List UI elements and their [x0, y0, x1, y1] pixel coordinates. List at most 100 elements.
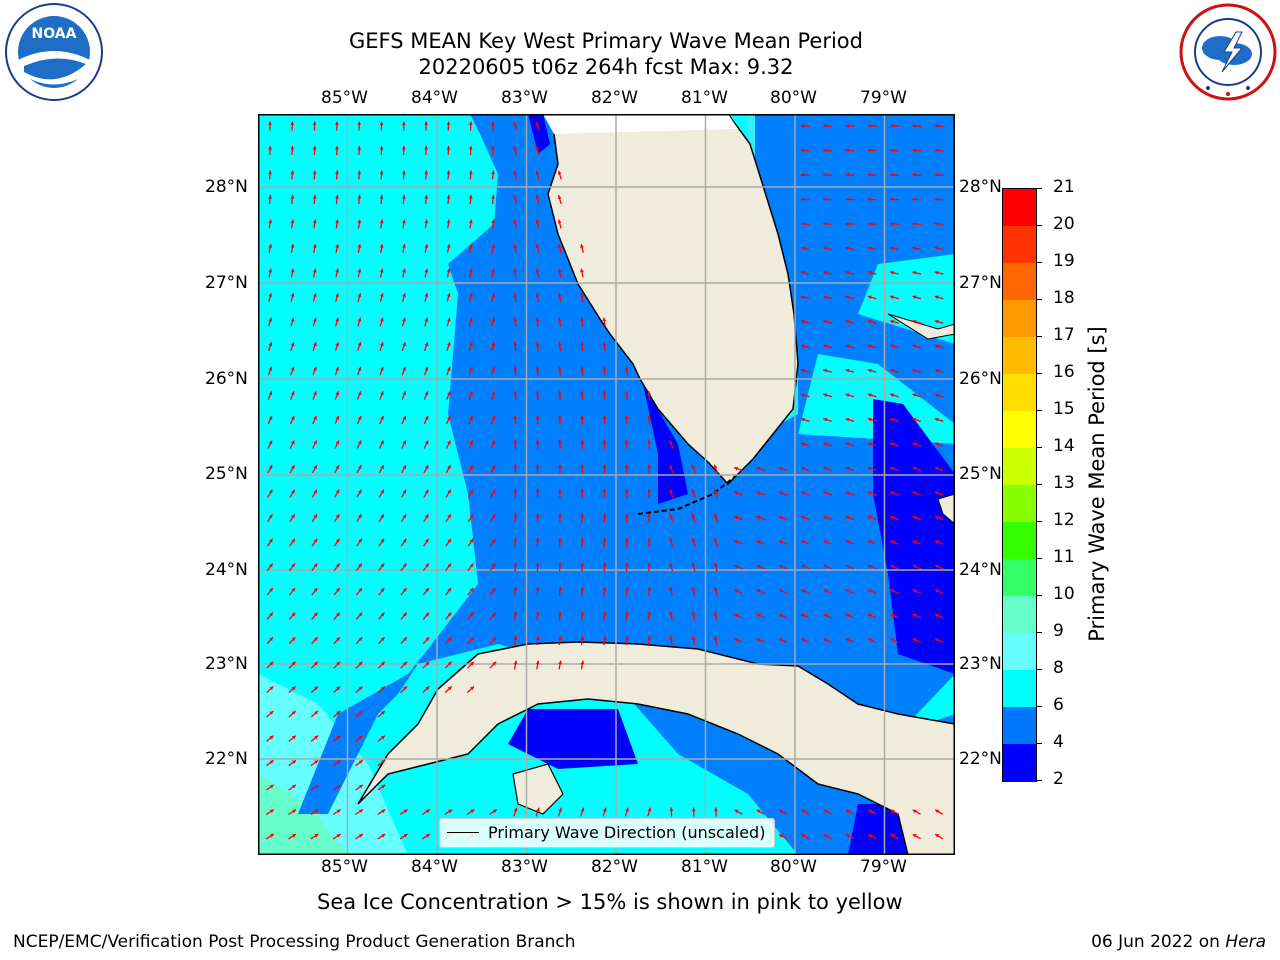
wave-arrow-head	[823, 589, 828, 593]
wave-arrow-head	[713, 587, 718, 591]
wave-arrow-head	[823, 638, 828, 642]
wave-arrow-head	[491, 268, 496, 273]
wave-arrow-head	[602, 538, 607, 542]
wave-arrow-head	[801, 613, 806, 618]
colorbar-swatch	[1003, 300, 1036, 338]
wave-arrow-head	[845, 417, 850, 422]
wave-arrow-head	[845, 319, 850, 324]
wave-arrow-head	[647, 562, 652, 567]
wave-arrow-head	[602, 391, 607, 395]
colorbar-tick-mark	[1036, 447, 1042, 448]
wave-arrow-head	[912, 197, 916, 202]
wave-arrow-head	[379, 170, 384, 175]
colorbar-swatch	[1003, 337, 1036, 375]
wave-arrow-head	[380, 391, 384, 396]
colorbar-tick-label: 17	[1053, 325, 1075, 345]
wave-arrow-head	[535, 317, 540, 322]
wave-arrow-head	[845, 173, 849, 177]
wave-arrow-head	[823, 809, 828, 814]
wave-arrow-head	[492, 809, 497, 814]
wave-arrow-head	[424, 465, 429, 470]
wave-arrow-head	[357, 293, 362, 297]
lat-label-left: 22°N	[205, 749, 248, 769]
wave-arrow-head	[292, 784, 296, 789]
wave-arrow-head	[312, 121, 317, 125]
wave-arrow-head	[379, 195, 384, 199]
wave-arrow-head	[889, 222, 894, 226]
lat-label-right: 22°N	[959, 749, 1002, 769]
wave-arrow-head	[379, 244, 384, 248]
wave-arrow-head	[823, 491, 828, 495]
wave-arrow-head	[934, 148, 939, 153]
wave-arrow-head	[845, 809, 850, 814]
wave-arrow-head	[446, 195, 451, 199]
lon-label-top: 84°W	[411, 88, 458, 108]
wave-arrow-head	[602, 513, 607, 518]
wave-arrow-head	[492, 563, 496, 568]
isla-de-la-juventud	[512, 763, 564, 815]
wave-arrow-head	[800, 442, 805, 446]
wave-arrow-head	[425, 489, 429, 494]
wave-arrow-head	[269, 538, 273, 543]
wave-arrow-head	[691, 611, 696, 616]
wave-arrow-head	[602, 440, 607, 444]
wave-arrow-head	[358, 661, 363, 666]
wave-arrow-head	[513, 440, 518, 444]
colorbar-tick-mark	[1036, 336, 1042, 337]
wave-arrow-head	[845, 834, 850, 838]
wave-arrow-head	[381, 735, 385, 740]
wave-arrow-head	[558, 562, 562, 567]
wave-arrow-head	[580, 562, 585, 567]
wave-arrow-head	[625, 636, 629, 640]
wave-arrow-head	[358, 612, 363, 617]
wave-arrow-head	[602, 611, 607, 616]
wave-arrow-head	[557, 440, 562, 444]
colorbar-tick-mark	[1036, 669, 1042, 670]
colorbar-swatch	[1003, 559, 1036, 597]
wave-arrow-head	[558, 513, 562, 518]
wave-arrow-head	[447, 538, 451, 543]
noaa-logo-text: NOAA	[32, 26, 77, 42]
wave-arrow-head	[713, 513, 718, 518]
wave-arrow-head	[580, 268, 584, 273]
sea-ice-note-text: Sea Ice Concentration > 15% is shown in …	[317, 890, 903, 914]
wave-arrow-head	[535, 538, 540, 542]
wave-arrow-head	[268, 170, 272, 175]
lon-label-top: 81°W	[681, 88, 728, 108]
wave-arrow-head	[491, 391, 496, 396]
wave-arrow-head	[513, 293, 517, 297]
lon-label-bottom: 84°W	[411, 857, 458, 877]
wave-arrow-head	[513, 317, 517, 322]
wave-arrow-head	[402, 268, 406, 273]
wave-arrow-head	[335, 489, 340, 494]
wave-arrow-head	[867, 295, 872, 300]
wave-arrow-head	[468, 195, 473, 199]
wave-arrow-head	[580, 391, 584, 395]
wave-arrow-head	[336, 760, 341, 764]
wave-arrow-head	[535, 293, 540, 297]
wave-arrow-head	[447, 489, 451, 494]
wave-arrow-head	[358, 686, 363, 691]
wave-arrow-head	[912, 344, 917, 349]
wave-arrow-head	[492, 612, 496, 617]
wave-arrow-head	[425, 661, 430, 666]
wave-arrow-head	[845, 246, 850, 251]
wave-arrow-head	[800, 319, 805, 324]
wave-arrow-head	[867, 124, 872, 128]
wave-arrow-head	[336, 637, 340, 642]
wave-arrow-head	[624, 464, 629, 468]
wave-arrow-head	[756, 638, 761, 642]
colorbar-swatch	[1003, 448, 1036, 486]
colorbar-tick-mark	[1036, 373, 1042, 374]
wave-arrow-head	[868, 809, 873, 814]
wave-arrow-head	[647, 513, 651, 518]
wave-arrow-head	[912, 589, 917, 593]
wave-arrow-head	[602, 415, 607, 420]
wave-arrow-head	[291, 514, 295, 519]
wave-arrow-head	[713, 562, 718, 567]
map-subtitle-forecast: 20220605 t06z 264h fcst Max: 9.32	[418, 55, 794, 79]
wave-arrow-head	[314, 834, 319, 838]
wave-arrow-head	[290, 366, 295, 371]
wave-arrow-head	[691, 587, 696, 591]
wave-arrow-head	[269, 760, 274, 764]
